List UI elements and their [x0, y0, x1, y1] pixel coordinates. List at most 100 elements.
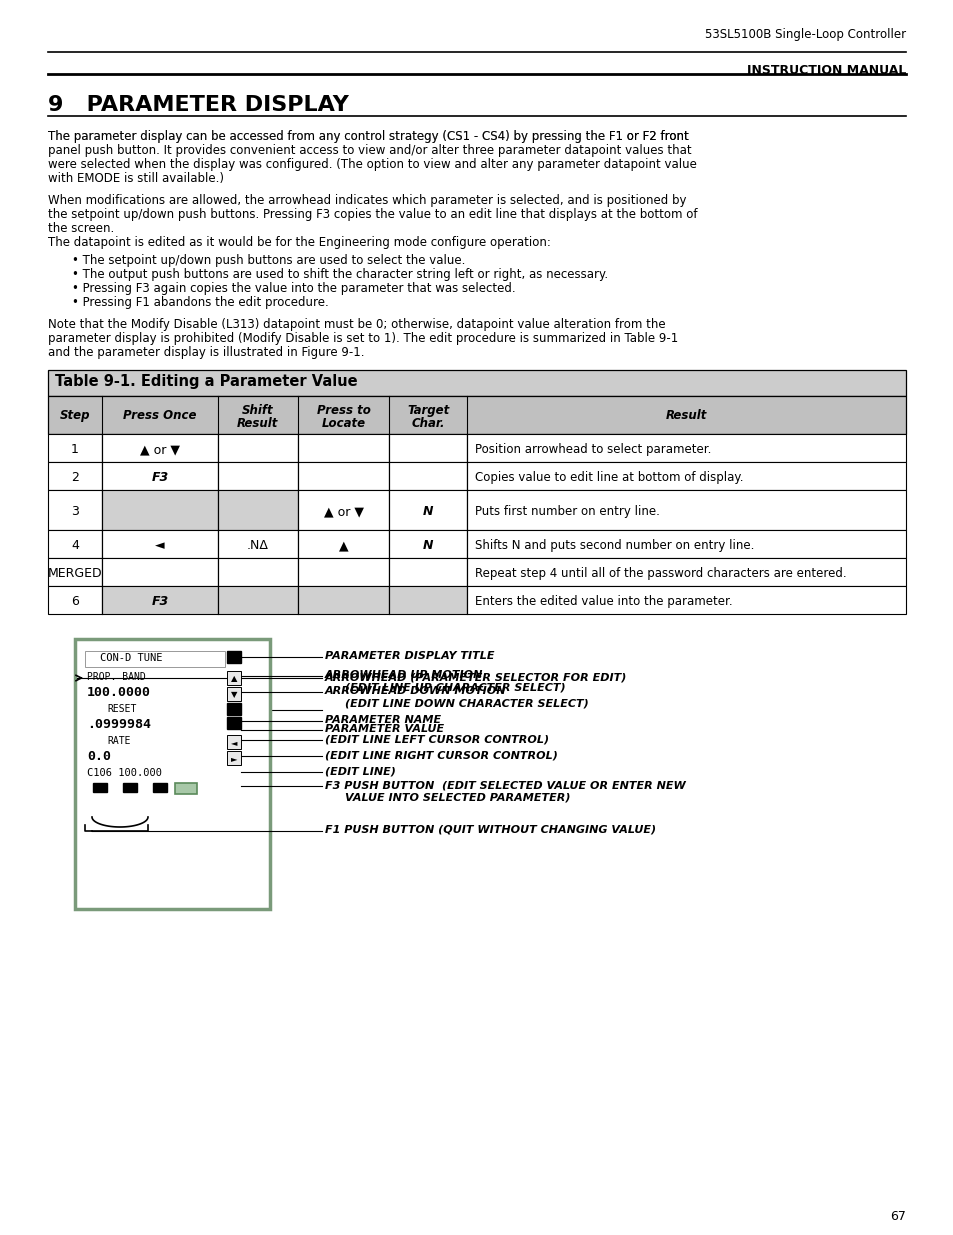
Text: Position arrowhead to select parameter.: Position arrowhead to select parameter.	[475, 443, 710, 456]
Bar	[389, 530, 466, 558]
Text: ▲: ▲	[231, 674, 237, 683]
Text: The parameter display can be accessed from any control strategy (CS1 - CS4) by p: The parameter display can be accessed fr…	[48, 130, 688, 143]
Text: N: N	[422, 538, 433, 552]
Bar	[75, 638, 270, 909]
Text: Target: Target	[407, 404, 449, 417]
Text: the setpoint up/down push buttons. Pressing F3 copies the value to an edit line : the setpoint up/down push buttons. Press…	[48, 207, 697, 221]
Text: PARAMETER NAME: PARAMETER NAME	[325, 715, 440, 725]
Bar	[48, 396, 905, 433]
Text: 100.0000: 100.0000	[87, 685, 151, 699]
Bar	[466, 433, 905, 462]
Bar	[297, 490, 389, 530]
Text: The parameter display can be accessed from any control strategy (CS1 - CS4) by p: The parameter display can be accessed fr…	[48, 130, 688, 143]
Text: F3: F3	[152, 595, 169, 608]
Bar	[217, 585, 297, 614]
Text: Step: Step	[60, 409, 91, 422]
Text: PARAMETER DISPLAY TITLE: PARAMETER DISPLAY TITLE	[325, 651, 494, 661]
Text: 67: 67	[889, 1210, 905, 1223]
Bar	[174, 783, 196, 794]
Text: 9   PARAMETER DISPLAY: 9 PARAMETER DISPLAY	[48, 95, 349, 115]
Text: (EDIT LINE DOWN CHARACTER SELECT): (EDIT LINE DOWN CHARACTER SELECT)	[345, 699, 588, 709]
Text: F3: F3	[152, 471, 169, 484]
Text: ▲ or ▼: ▲ or ▼	[323, 505, 363, 517]
Bar	[102, 433, 217, 462]
Bar	[227, 751, 241, 764]
Text: CON-D TUNE: CON-D TUNE	[100, 653, 162, 663]
Text: ▲: ▲	[338, 538, 348, 552]
Text: Shift: Shift	[242, 404, 274, 417]
Text: (EDIT LINE): (EDIT LINE)	[325, 766, 395, 776]
Text: • Pressing F1 abandons the edit procedure.: • Pressing F1 abandons the edit procedur…	[71, 296, 329, 309]
Text: VALUE INTO SELECTED PARAMETER): VALUE INTO SELECTED PARAMETER)	[345, 793, 570, 803]
Text: parameter display is prohibited (Modify Disable is set to 1). The edit procedure: parameter display is prohibited (Modify …	[48, 332, 678, 345]
Bar	[466, 462, 905, 490]
Bar	[102, 530, 217, 558]
Text: The datapoint is edited as it would be for the Engineering mode configure operat: The datapoint is edited as it would be f…	[48, 236, 550, 249]
Text: the screen.: the screen.	[48, 222, 114, 235]
Text: Locate: Locate	[321, 417, 365, 430]
Text: • Pressing F3 again copies the value into the parameter that was selected.: • Pressing F3 again copies the value int…	[71, 282, 515, 295]
Text: PARAMETER VALUE: PARAMETER VALUE	[325, 724, 444, 734]
Text: • The setpoint up/down push buttons are used to select the value.: • The setpoint up/down push buttons are …	[71, 254, 465, 267]
Text: Press Once: Press Once	[123, 409, 196, 422]
Text: Press to: Press to	[316, 404, 370, 417]
Bar	[227, 735, 241, 748]
Text: 0.0: 0.0	[87, 750, 111, 763]
Bar	[48, 490, 102, 530]
Bar	[389, 433, 466, 462]
Text: ARROWHEAD (PARAMETER SELECTOR FOR EDIT): ARROWHEAD (PARAMETER SELECTOR FOR EDIT)	[325, 672, 627, 682]
Bar	[152, 783, 167, 792]
Text: ◄: ◄	[231, 739, 237, 747]
Text: and the parameter display is illustrated in Figure 9-1.: and the parameter display is illustrated…	[48, 346, 364, 359]
Text: .0999984: .0999984	[87, 718, 151, 731]
Text: ARROWHEAD DOWN MOTION: ARROWHEAD DOWN MOTION	[325, 685, 506, 697]
Text: .NΔ: .NΔ	[247, 538, 269, 552]
Bar	[466, 530, 905, 558]
Text: Repeat step 4 until all of the password characters are entered.: Repeat step 4 until all of the password …	[475, 567, 845, 580]
Text: F1 PUSH BUTTON (QUIT WITHOUT CHANGING VALUE): F1 PUSH BUTTON (QUIT WITHOUT CHANGING VA…	[325, 825, 656, 835]
Bar	[466, 490, 905, 530]
Bar	[102, 490, 217, 530]
Bar	[297, 433, 389, 462]
Text: ◄: ◄	[155, 538, 165, 552]
Bar	[123, 783, 137, 792]
Bar	[92, 783, 107, 792]
Bar	[389, 462, 466, 490]
Bar	[297, 558, 389, 585]
Bar	[102, 462, 217, 490]
Text: 3: 3	[71, 505, 79, 517]
Text: Puts first number on entry line.: Puts first number on entry line.	[475, 505, 659, 517]
Text: Note that the Modify Disable (L313) datapoint must be 0; otherwise, datapoint va: Note that the Modify Disable (L313) data…	[48, 317, 665, 331]
Text: Char.: Char.	[411, 417, 444, 430]
Text: ▲ or ▼: ▲ or ▼	[140, 443, 180, 456]
Text: C106 100.000: C106 100.000	[87, 768, 162, 778]
Bar	[227, 687, 241, 701]
Bar	[227, 718, 241, 729]
Bar	[48, 370, 905, 396]
Bar	[227, 671, 241, 685]
Text: The parameter display can be accessed from any control strategy (CS1 - CS4) by p: The parameter display can be accessed fr…	[48, 130, 608, 143]
Bar	[227, 703, 241, 715]
Text: INSTRUCTION MANUAL: INSTRUCTION MANUAL	[746, 64, 905, 77]
Text: (EDIT LINE RIGHT CURSOR CONTROL): (EDIT LINE RIGHT CURSOR CONTROL)	[325, 750, 558, 760]
Text: with EMODE is still available.): with EMODE is still available.)	[48, 172, 224, 185]
Text: Shifts ​N and puts second number on entry line.: Shifts ​N and puts second number on entr…	[475, 538, 753, 552]
Bar	[85, 651, 225, 667]
Bar	[48, 530, 102, 558]
Bar	[217, 530, 297, 558]
Bar	[217, 462, 297, 490]
Bar	[389, 585, 466, 614]
Text: Result: Result	[237, 417, 278, 430]
Text: (EDIT LINE UP CHARACTER SELECT): (EDIT LINE UP CHARACTER SELECT)	[345, 683, 565, 693]
Bar	[217, 490, 297, 530]
Bar	[466, 558, 905, 585]
Text: RESET: RESET	[107, 704, 136, 714]
Text: (EDIT LINE LEFT CURSOR CONTROL): (EDIT LINE LEFT CURSOR CONTROL)	[325, 734, 549, 743]
Bar	[297, 585, 389, 614]
Text: 6: 6	[71, 595, 79, 608]
Text: RATE: RATE	[107, 736, 131, 746]
Text: 1: 1	[71, 443, 79, 456]
Text: ▼: ▼	[231, 690, 237, 699]
Text: panel push button. It provides convenient access to view and/or alter three para: panel push button. It provides convenien…	[48, 144, 691, 157]
Bar	[102, 558, 217, 585]
